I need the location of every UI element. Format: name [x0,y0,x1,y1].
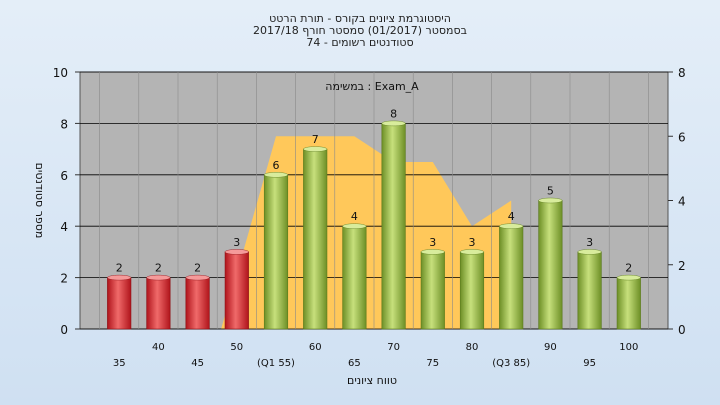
bar-cap-13 [616,274,641,281]
bar-3 [224,251,249,330]
x-tick-label-13: 100 [619,342,638,353]
bar-1 [146,277,171,330]
x-axis-label: טווח ציונים [347,374,397,387]
bar-label-12: 3 [586,236,593,249]
bar-7 [381,123,406,330]
bar-cap-3 [224,249,249,255]
y-tick-label-8: 8 [60,117,68,131]
bar-6 [342,225,367,330]
x-tick-label-11: 90 [544,342,557,353]
bar-label-2: 2 [194,262,201,275]
bar-label-1: 2 [155,262,162,275]
y2-tick-label-2: 2 [678,259,686,273]
bar-cap-1 [146,274,171,281]
chart-annotation: במשימה : Exam_A [325,80,419,93]
bar-label-0: 2 [116,262,123,275]
bar-label-9: 3 [469,236,476,249]
bar-10 [499,225,524,330]
bar-cap-4 [264,172,288,178]
bar-4 [263,174,289,330]
y-tick-label-4: 4 [60,220,68,234]
bar-cap-0 [107,274,132,281]
bar-8 [420,251,445,330]
x-tick-label-2: 45 [191,358,204,369]
bar-9 [459,251,485,330]
bar-cap-11 [538,197,563,204]
y2-tick-label-0: 0 [678,323,686,337]
x-tick-label-10: (Q3 85) [492,358,530,369]
y2-tick-label-4: 4 [678,195,686,209]
bar-label-7: 8 [390,107,397,120]
y-tick-label-2: 2 [60,272,68,286]
bar-cap-10 [499,223,524,229]
bar-label-8: 3 [429,236,436,249]
bar-12 [577,251,602,330]
x-tick-label-6: 65 [348,358,361,369]
bar-cap-6 [342,223,367,229]
bar-11 [538,200,563,330]
chart-title-line-3: סטודנטים רשומים - 74 [306,36,414,49]
bar-5 [303,148,328,330]
bar-label-6: 4 [351,210,358,223]
bar-cap-8 [420,249,445,255]
bar-2 [185,277,210,330]
x-tick-label-4: (Q1 55) [257,358,295,369]
bar-label-3: 3 [233,236,240,249]
bar-label-10: 4 [508,210,515,223]
chart-title-line-1: היסטוגרמת ציונים בקורס - תורת הרטט [269,12,451,25]
chart-title-line-2: בסמסטר (01/2017) סמסטר חורף 2017/18 [253,24,467,37]
bar-cap-9 [460,249,484,255]
x-tick-label-0: 35 [113,358,126,369]
bar-13 [616,277,641,330]
bar-cap-12 [577,249,602,255]
x-tick-label-9: 80 [466,342,479,353]
x-tick-label-3: 50 [230,342,243,353]
y-tick-label-10: 10 [53,66,68,80]
bar-0 [107,277,132,330]
bar-label-11: 5 [547,185,554,198]
bar-cap-2 [185,274,210,281]
bar-label-13: 2 [625,262,632,275]
y-tick-label-0: 0 [60,323,68,337]
y-axis-label: מספר סטודנטים [33,163,46,239]
bar-label-5: 7 [312,133,319,146]
y-tick-label-6: 6 [60,169,68,183]
x-tick-label-7: 70 [387,342,400,353]
bar-label-4: 6 [273,159,280,172]
x-tick-label-12: 95 [583,358,596,369]
y2-tick-label-8: 8 [678,66,686,80]
bar-cap-5 [303,146,328,152]
x-tick-label-5: 60 [309,342,322,353]
x-tick-label-8: 75 [426,358,439,369]
y2-tick-label-6: 6 [678,130,686,144]
bar-cap-7 [381,120,406,127]
x-tick-label-1: 40 [152,342,165,353]
